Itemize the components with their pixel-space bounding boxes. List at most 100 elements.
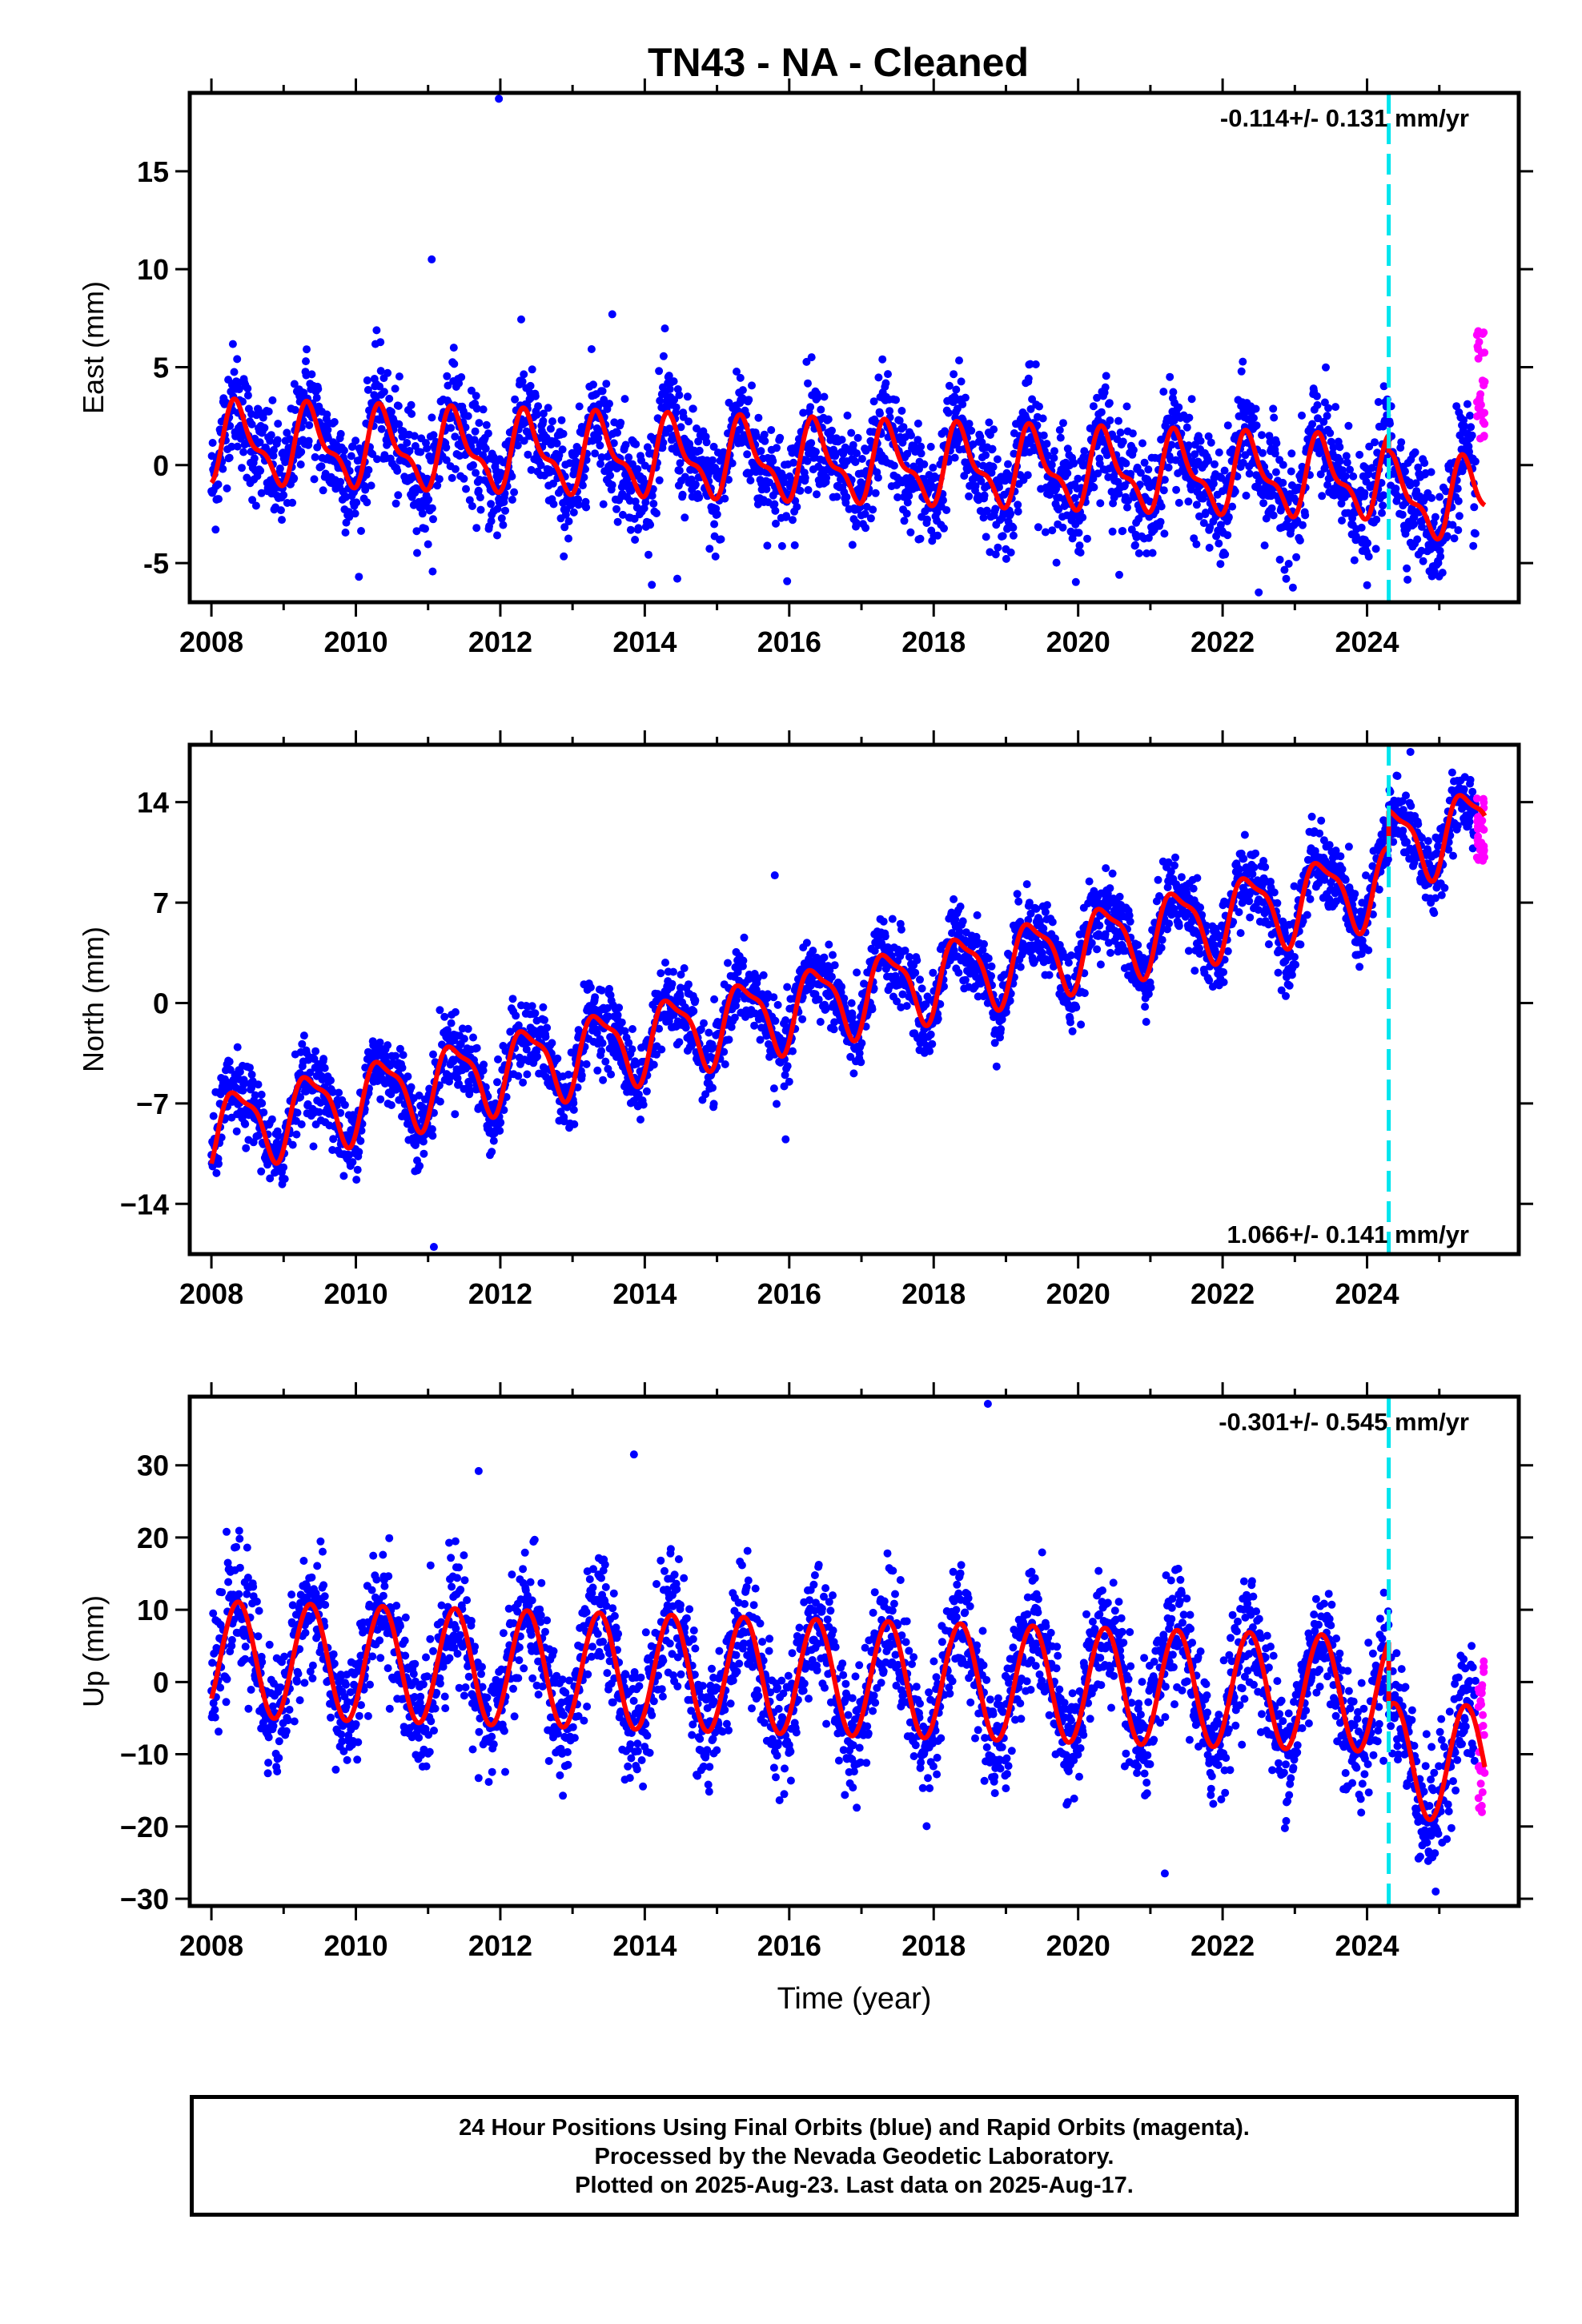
final-point — [1105, 399, 1114, 408]
final-point — [1201, 509, 1210, 517]
final-point — [593, 1066, 602, 1075]
final-point — [1252, 421, 1261, 430]
y-axis-title-east: East (mm) — [77, 281, 110, 414]
final-point — [862, 502, 871, 511]
final-point — [730, 1013, 739, 1022]
final-point — [474, 486, 483, 495]
final-point — [597, 986, 606, 995]
final-point — [345, 513, 354, 521]
final-point — [465, 496, 474, 505]
final-point — [1335, 456, 1344, 465]
final-point — [299, 1031, 308, 1040]
final-point — [709, 1100, 718, 1108]
final-point — [763, 541, 772, 550]
final-point — [1436, 553, 1445, 561]
final-point — [926, 1047, 934, 1055]
final-point — [837, 983, 846, 991]
final-point — [1355, 450, 1364, 459]
final-point — [669, 967, 677, 976]
final-point — [740, 933, 749, 942]
final-point — [355, 1148, 363, 1156]
final-point — [849, 1069, 858, 1078]
final-point — [1292, 553, 1301, 561]
final-point — [1341, 472, 1350, 480]
rapid-point — [1477, 411, 1486, 420]
final-point — [296, 460, 305, 468]
final-point — [1130, 493, 1138, 501]
final-point — [531, 1009, 540, 1018]
final-point — [939, 496, 947, 505]
final-point — [1216, 521, 1225, 529]
final-point — [683, 392, 692, 401]
final-point — [820, 953, 829, 962]
final-point — [676, 991, 685, 1000]
final-point — [493, 531, 501, 540]
final-point — [1004, 460, 1012, 468]
final-point — [613, 428, 621, 437]
final-point — [314, 384, 323, 393]
final-point — [1471, 457, 1480, 466]
final-point — [652, 1050, 661, 1059]
final-point — [255, 1131, 263, 1140]
final-point — [1075, 541, 1084, 550]
final-point — [1324, 404, 1333, 412]
final-point — [781, 1016, 790, 1024]
final-point — [267, 431, 275, 440]
final-point — [223, 484, 231, 493]
final-point — [274, 1132, 283, 1140]
final-point — [1469, 541, 1478, 550]
final-point — [1331, 403, 1340, 412]
final-point — [1182, 423, 1191, 432]
final-point — [1184, 497, 1193, 506]
final-point — [293, 1108, 302, 1117]
final-point — [475, 419, 484, 428]
final-point — [820, 392, 829, 401]
final-point — [243, 384, 252, 393]
final-point — [1159, 388, 1168, 396]
final-point — [450, 360, 459, 368]
final-point — [393, 466, 402, 475]
outlier-point — [1471, 529, 1480, 538]
final-point — [691, 996, 700, 1005]
panel-frame-east — [187, 90, 1521, 605]
final-point — [1453, 485, 1462, 493]
final-point — [357, 527, 365, 535]
final-point — [917, 984, 926, 993]
final-point — [580, 473, 588, 481]
final-point — [405, 447, 414, 455]
final-point — [621, 440, 630, 449]
final-point — [480, 1060, 488, 1069]
final-point — [336, 1108, 345, 1117]
final-point — [709, 1084, 717, 1092]
final-point — [868, 1005, 877, 1014]
final-point — [597, 453, 606, 461]
final-point — [739, 956, 748, 965]
final-point — [807, 439, 816, 448]
final-point — [291, 406, 299, 414]
final-point — [247, 420, 256, 428]
final-point — [1301, 511, 1310, 520]
final-point — [681, 1023, 690, 1032]
final-point — [522, 1045, 531, 1054]
final-point — [871, 489, 880, 497]
final-point — [888, 915, 897, 923]
rapid-point — [1480, 328, 1488, 337]
outlier-point — [1255, 588, 1263, 597]
final-point — [966, 481, 974, 490]
x-tick-label: 2012 — [468, 625, 532, 658]
final-point — [506, 1027, 515, 1036]
final-point — [624, 453, 633, 462]
final-point — [581, 464, 589, 473]
final-point — [543, 1023, 552, 1032]
final-point — [923, 515, 931, 524]
final-point — [269, 452, 278, 460]
x-tick-label: 2008 — [179, 625, 243, 658]
final-point — [395, 372, 404, 381]
final-point — [677, 983, 685, 992]
final-point — [978, 438, 986, 447]
final-point — [813, 490, 821, 499]
final-point — [985, 418, 994, 427]
final-point — [501, 506, 509, 515]
final-point — [1338, 517, 1346, 525]
final-point — [212, 1168, 221, 1177]
